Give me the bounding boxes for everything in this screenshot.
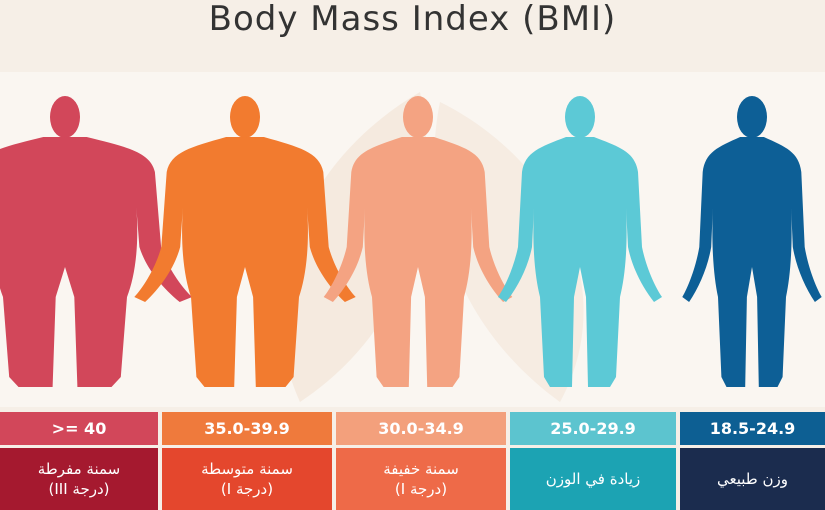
bmi-range: >= 40 [0,412,158,445]
body-silhouette [134,96,356,387]
bmi-label: سمنة خفيفة [383,460,459,478]
bmi-label-box: سمنة متوسطة (درجة I) [162,448,332,510]
body-silhouette [0,96,193,387]
bmi-label: سمنة متوسطة [201,460,293,478]
bmi-category: 30.0-34.9 سمنة خفيفة (درجة I) [336,412,506,510]
title: Body Mass Index (BMI) [208,0,617,39]
body-silhouette [682,96,822,387]
body-silhouette [498,96,662,387]
bmi-category: 35.0-39.9 سمنة متوسطة (درجة I) [162,412,332,510]
bmi-label: (درجة III) [48,480,110,498]
bmi-label: (درجة I) [394,480,448,498]
bmi-range: 35.0-39.9 [162,412,332,445]
figures [0,92,822,402]
body-silhouette [323,96,513,387]
bmi-category: 25.0-29.9 زيادة في الوزن [510,412,676,510]
bmi-label: (درجة I) [220,480,274,498]
bmi-label-box: زيادة في الوزن [510,448,676,510]
bmi-label: وزن طبيعي [716,470,788,488]
bmi-range: 18.5-24.9 [680,412,825,445]
bmi-label-box: سمنة خفيفة (درجة I) [336,448,506,510]
bmi-range: 30.0-34.9 [336,412,506,445]
bmi-label: سمنة مفرطة [37,460,121,478]
bmi-category: 18.5-24.9 وزن طبيعي [680,412,825,510]
bmi-label: زيادة في الوزن [545,470,641,488]
bmi-label-box: وزن طبيعي [680,448,825,510]
bmi-range: 25.0-29.9 [510,412,676,445]
bmi-category: >= 40 سمنة مفرطة (درجة III) [0,412,158,510]
bmi-label-box: سمنة مفرطة (درجة III) [0,448,158,510]
